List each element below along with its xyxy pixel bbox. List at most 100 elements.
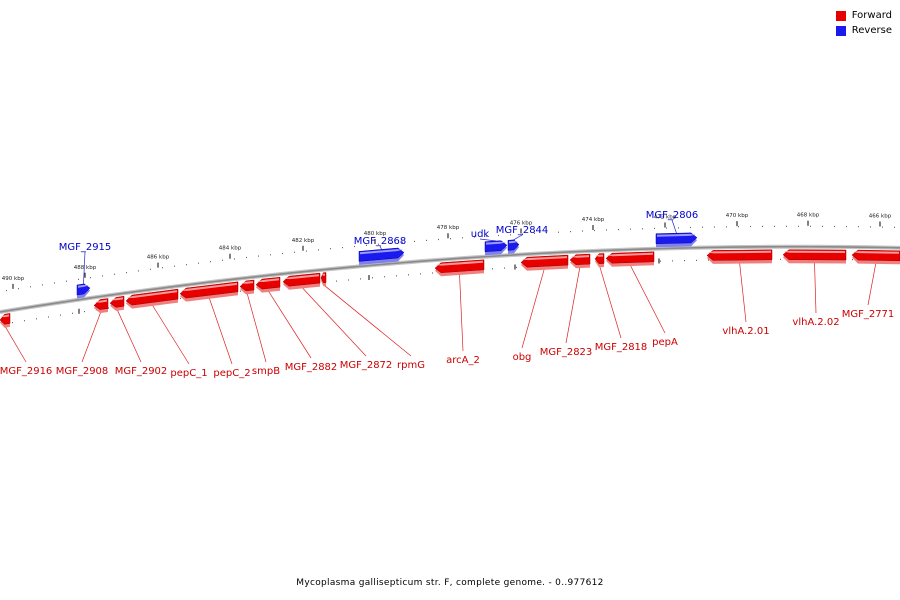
minor-tick xyxy=(786,225,787,227)
leader-line xyxy=(379,245,382,250)
minor-tick xyxy=(186,264,187,266)
minor-tick xyxy=(162,267,163,269)
leader-line xyxy=(513,234,523,241)
gene-mgf-2882 xyxy=(255,276,281,293)
minor-tick xyxy=(342,247,343,249)
leader-line xyxy=(323,284,412,357)
leader-line xyxy=(83,251,86,285)
minor-tick xyxy=(708,259,709,261)
gene-label: vlhA.2.02 xyxy=(792,317,839,328)
minor-tick xyxy=(522,233,523,235)
minor-tick xyxy=(66,280,67,282)
gene-label: MGF_2908 xyxy=(56,366,109,377)
gene-mgf-2818 xyxy=(594,253,605,268)
minor-tick xyxy=(618,229,619,231)
minor-tick xyxy=(570,231,571,233)
tick-label: 486 kbp xyxy=(147,255,170,261)
gene-label: MGF_2915 xyxy=(59,242,112,253)
minor-tick xyxy=(72,312,73,314)
forward-legend-label: Forward xyxy=(851,10,892,21)
gene-mgf-2823 xyxy=(569,253,591,269)
minor-tick xyxy=(180,297,181,299)
map-caption: Mycoplasma gallisepticum str. F, complet… xyxy=(296,578,604,588)
tick-label: 480 kbp xyxy=(364,231,387,237)
gene-highlight xyxy=(111,297,123,301)
minor-tick xyxy=(360,278,361,280)
minor-tick xyxy=(450,238,451,240)
leader-line xyxy=(565,266,581,344)
minor-tick xyxy=(48,316,49,318)
minor-tick xyxy=(432,272,433,274)
minor-tick xyxy=(582,230,583,232)
minor-tick xyxy=(408,274,409,276)
gene-highlight xyxy=(784,250,845,253)
gene-obg xyxy=(520,254,569,271)
label-leader-lines xyxy=(4,219,877,365)
leader-line xyxy=(521,268,545,349)
minor-tick xyxy=(486,235,487,237)
minor-tick xyxy=(402,241,403,243)
minor-tick xyxy=(660,260,661,262)
minor-tick xyxy=(270,254,271,256)
gene-mgf-2844 xyxy=(507,239,520,254)
minor-tick xyxy=(126,272,127,274)
reverse-legend-label: Reverse xyxy=(851,25,892,36)
tick-label: 470 kbp xyxy=(726,213,749,219)
minor-tick xyxy=(306,250,307,252)
gene-highlight xyxy=(436,260,483,266)
minor-tick xyxy=(642,228,643,230)
leader-line xyxy=(814,261,817,314)
leader-line xyxy=(479,238,497,242)
genome-backbone xyxy=(0,244,900,314)
minor-tick xyxy=(666,227,667,229)
tick-label: 466 kbp xyxy=(869,213,892,219)
legend-item-reverse: Reverse xyxy=(835,23,892,38)
gene-highlight xyxy=(509,240,518,244)
gene-udk xyxy=(484,240,508,256)
gene-highlight xyxy=(853,251,899,254)
minor-tick xyxy=(594,229,595,232)
minor-tick xyxy=(474,236,475,238)
gene-mgf-2806 xyxy=(655,232,698,248)
gene-label: pepA xyxy=(652,337,678,348)
gene-highlight xyxy=(486,241,506,245)
gene-highlight xyxy=(284,274,319,280)
gene-highlight xyxy=(241,281,253,284)
gene-label: pepC_2 xyxy=(213,368,250,379)
leader-line xyxy=(246,292,267,363)
minor-tick xyxy=(174,265,175,267)
minor-tick xyxy=(384,276,385,278)
minor-tick xyxy=(654,227,655,229)
minor-tick xyxy=(354,245,355,248)
gene-label: MGF_2916 xyxy=(0,366,52,377)
minor-tick xyxy=(6,290,7,292)
minor-tick xyxy=(198,262,199,264)
minor-tick xyxy=(24,320,25,322)
minor-tick xyxy=(510,234,511,236)
gene-highlight xyxy=(522,256,567,261)
minor-tick xyxy=(882,226,883,228)
minor-tick xyxy=(606,229,607,231)
gene-label: MGF_2844 xyxy=(496,225,549,236)
gene-highlight xyxy=(596,254,603,257)
minor-tick xyxy=(504,267,505,269)
leader-line xyxy=(151,304,190,365)
gene-vlha-2-02 xyxy=(782,249,847,264)
gene-label: MGF_2882 xyxy=(285,362,338,373)
gene-label: rpmG xyxy=(397,360,425,371)
gene-label: smpB xyxy=(252,366,280,377)
tick-label: 484 kbp xyxy=(219,246,242,252)
gene-label: obg xyxy=(513,352,532,363)
gene-labels: MGF_2916 MGF_2908 MGF_2902 pepC_1 pepC_2 smpB… xyxy=(0,210,894,379)
minor-tick xyxy=(798,225,799,227)
minor-tick xyxy=(18,288,19,290)
minor-tick xyxy=(60,314,61,316)
gene-smpb xyxy=(239,279,255,295)
minor-tick xyxy=(774,225,775,227)
leader-line xyxy=(267,290,312,359)
gene-mgf-2872 xyxy=(282,272,321,290)
minor-tick xyxy=(438,238,439,241)
gene-mgf-2868 xyxy=(358,247,405,265)
gene-mgf-2908 xyxy=(93,298,109,314)
gene-highlight xyxy=(360,249,403,255)
